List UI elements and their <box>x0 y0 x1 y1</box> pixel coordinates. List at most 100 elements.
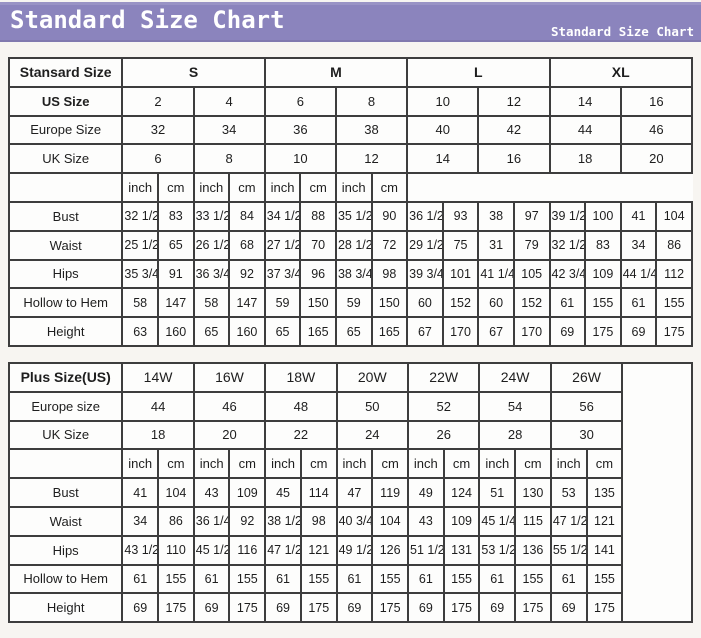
measure-value-cell: 55 1/2 <box>549 534 588 566</box>
banner-title: Standard Size Chart <box>10 6 285 34</box>
unit-header: inch <box>192 172 231 203</box>
size-value-cell: 16 <box>477 143 551 175</box>
measure-value-cell: 147 <box>228 287 266 319</box>
measure-value-cell: 97 <box>512 200 551 232</box>
measure-value-cell: 160 <box>228 316 266 347</box>
measure-value-cell: 121 <box>299 534 338 566</box>
size-value-cell: 32 <box>121 114 195 146</box>
measure-value-cell: 38 1/2 <box>264 505 302 537</box>
measure-value-cell: 61 <box>121 563 160 595</box>
measure-value-cell: 155 <box>514 563 552 595</box>
row-label: US Size <box>7 85 124 117</box>
size-value-cell: 44 <box>121 390 195 422</box>
size-group-header-row: Plus Size(US) 14W 16W 18W 20W 22W 24W 26W <box>7 361 693 624</box>
measure-value-cell: 126 <box>371 534 409 566</box>
size-value-cell: 2 <box>121 85 195 117</box>
size-group-header: 26W <box>549 361 624 393</box>
measure-value-cell: 155 <box>584 287 622 319</box>
measure-value-cell: 60 <box>477 287 515 319</box>
unit-header: cm <box>299 448 338 480</box>
measure-value-cell: 41 1/4 <box>477 258 515 290</box>
size-value-cell: 28 <box>478 419 552 451</box>
row-label <box>7 448 124 480</box>
measure-value-cell: 112 <box>655 258 693 290</box>
size-tables: Stansard Size S M L XL US Size 2 4 6 8 10 12 14 16 Eur… <box>0 42 701 624</box>
measure-value-cell: 83 <box>156 200 195 232</box>
unit-header-row: inch cm inch cm inch cm inch cm inch cm inch cm inch… <box>7 448 692 480</box>
measure-value-cell: 91 <box>156 258 195 290</box>
size-row: Europe Size 32 34 36 38 40 42 44 46 <box>7 114 694 146</box>
measure-row: Hollow to Hem 58 147 58 147 59 150 59 150 60 152 60… <box>7 287 693 319</box>
size-value-cell: 8 <box>192 143 266 175</box>
unit-header: cm <box>585 448 624 480</box>
measure-value-cell: 59 <box>334 287 373 319</box>
measure-value-cell: 104 <box>157 477 195 508</box>
measure-row: Hips 43 1/2 110 45 1/2 116 47 1/2 121 49 1/2 126… <box>7 534 692 566</box>
measure-value-cell: 86 <box>655 229 693 261</box>
row-label: Waist <box>7 229 124 261</box>
measure-value-cell: 79 <box>512 229 551 261</box>
measure-row: Height 69 175 69 175 69 175 69 175 69 175 69 175 69 17… <box>7 592 692 624</box>
size-value-cell: 40 <box>406 114 480 146</box>
measure-value-cell: 35 1/2 <box>334 200 373 232</box>
measure-value-cell: 155 <box>655 287 693 319</box>
measure-value-cell: 69 <box>192 592 231 624</box>
measure-value-cell: 155 <box>442 563 481 595</box>
measure-value-cell: 58 <box>192 287 231 319</box>
size-group-header: L <box>406 57 551 88</box>
size-row: US Size 2 4 6 8 10 12 14 16 <box>7 85 694 117</box>
row-label: Hips <box>7 534 124 566</box>
row-label: Hollow to Hem <box>7 563 124 595</box>
measure-value-cell: 165 <box>299 316 337 347</box>
measure-value-cell: 38 3/4 <box>334 258 373 290</box>
measure-value-cell: 92 <box>228 258 266 290</box>
unit-header: cm <box>157 448 195 480</box>
measure-value-cell: 147 <box>156 287 195 319</box>
measure-row: Waist 34 86 36 1/4 92 38 1/2 98 40 3/4 104 43 109 4… <box>7 505 692 537</box>
measure-value-cell: 175 <box>514 592 552 624</box>
measure-value-cell: 160 <box>156 316 195 347</box>
unit-header: inch <box>121 172 159 203</box>
measure-value-cell: 101 <box>441 258 480 290</box>
measure-value-cell: 34 <box>619 229 658 261</box>
size-value-cell: 12 <box>334 143 409 175</box>
measure-value-cell: 104 <box>655 200 693 232</box>
measure-row: Bust 32 1/2 83 33 1/2 84 34 1/2 88 35 1/2 90 36 1… <box>7 200 693 232</box>
empty-cell <box>621 361 693 624</box>
measure-value-cell: 98 <box>299 505 338 537</box>
size-value-cell: 22 <box>264 419 338 451</box>
size-value-cell: 38 <box>334 114 409 146</box>
size-value-cell: 50 <box>335 390 410 422</box>
unit-header: inch <box>263 172 302 203</box>
measure-value-cell: 114 <box>299 477 338 508</box>
size-value-cell: 10 <box>263 143 337 175</box>
measure-value-cell: 175 <box>442 592 481 624</box>
size-value-cell: 36 <box>263 114 337 146</box>
row-label: Bust <box>7 477 124 508</box>
measure-value-cell: 116 <box>228 534 267 566</box>
measure-value-cell: 72 <box>370 229 409 261</box>
measure-value-cell: 175 <box>371 592 409 624</box>
size-value-cell: 4 <box>192 85 266 117</box>
measure-value-cell: 121 <box>585 505 624 537</box>
measure-value-cell: 39 3/4 <box>406 258 444 290</box>
measure-value-cell: 65 <box>192 316 231 347</box>
measure-value-cell: 69 <box>335 592 374 624</box>
measure-value-cell: 152 <box>512 287 551 319</box>
unit-header: inch <box>407 448 445 480</box>
measure-value-cell: 43 1/2 <box>121 534 160 566</box>
measure-value-cell: 175 <box>157 592 195 624</box>
measure-value-cell: 42 3/4 <box>548 258 587 290</box>
measure-value-cell: 175 <box>228 592 267 624</box>
size-group-header: 20W <box>335 361 410 393</box>
measure-value-cell: 67 <box>406 316 444 347</box>
measure-value-cell: 36 1/2 <box>406 200 444 232</box>
size-group-header-row: Stansard Size S M L XL <box>7 57 693 88</box>
measure-value-cell: 69 <box>407 592 445 624</box>
measure-value-cell: 109 <box>442 505 481 537</box>
measure-value-cell: 68 <box>228 229 266 261</box>
unit-header: cm <box>228 172 266 203</box>
row-label: Europe size <box>7 390 124 422</box>
corner-label-cell: Stansard Size <box>7 57 124 88</box>
measure-value-cell: 25 1/2 <box>121 229 159 261</box>
